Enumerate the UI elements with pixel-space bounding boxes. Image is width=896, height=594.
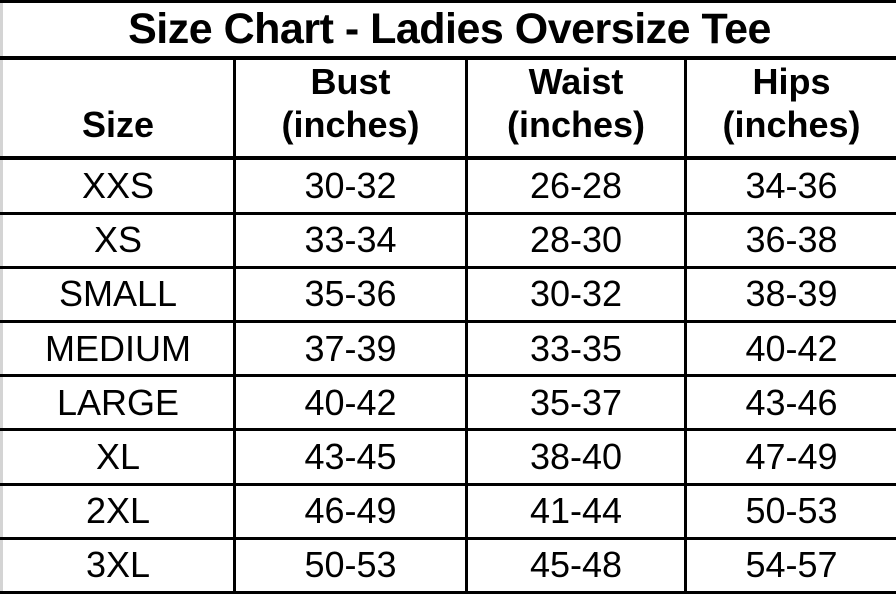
waist-cell: 28-30 [465, 211, 687, 269]
waist-cell: 41-44 [465, 482, 687, 540]
hips-cell: 50-53 [683, 482, 896, 540]
size-cell: MEDIUM [0, 319, 236, 378]
size-cell: 3XL [0, 536, 236, 594]
column-header-unit: (inches) [506, 104, 646, 146]
size-row-xs: XS 33-34 28-30 36-38 [0, 211, 896, 269]
hips-cell: 40-42 [683, 319, 896, 378]
hips-cell: 54-57 [683, 536, 896, 594]
chart-title: Size Chart - Ladies Oversize Tee [0, 0, 896, 60]
hips-cell: 36-38 [683, 211, 896, 269]
hips-cell: 47-49 [683, 428, 896, 486]
column-header-hips: Hips (inches) [683, 56, 896, 161]
size-cell: XS [0, 211, 236, 269]
size-row-2xl: 2XL 46-49 41-44 50-53 [0, 482, 896, 540]
column-header-bust: Bust (inches) [233, 56, 468, 161]
bust-cell: 35-36 [233, 265, 468, 323]
size-cell: XL [0, 428, 236, 486]
waist-cell: 26-28 [465, 156, 687, 215]
bust-cell: 30-32 [233, 156, 468, 215]
column-header-unit: (inches) [722, 104, 861, 146]
size-row-small: SMALL 35-36 30-32 38-39 [0, 265, 896, 323]
hips-cell: 34-36 [683, 156, 896, 215]
waist-cell: 33-35 [465, 319, 687, 378]
size-cell: SMALL [0, 265, 236, 323]
waist-cell: 30-32 [465, 265, 687, 323]
title-row: Size Chart - Ladies Oversize Tee [0, 0, 896, 60]
column-header-label: Bust [310, 60, 391, 102]
size-cell: 2XL [0, 482, 236, 540]
hips-cell: 38-39 [683, 265, 896, 323]
column-header-label: Size [81, 104, 155, 146]
size-row-3xl: 3XL 50-53 45-48 54-57 [0, 536, 896, 594]
waist-cell: 35-37 [465, 374, 687, 432]
column-header-unit: (inches) [281, 104, 420, 146]
size-cell: XXS [0, 156, 236, 215]
bust-cell: 40-42 [233, 374, 468, 432]
waist-cell: 38-40 [465, 428, 687, 486]
waist-cell: 45-48 [465, 536, 687, 594]
size-row-xl: XL 43-45 38-40 47-49 [0, 428, 896, 486]
size-cell: LARGE [0, 374, 236, 432]
column-header-label: Hips [752, 60, 831, 102]
bust-cell: 43-45 [233, 428, 468, 486]
column-header-size: Size [0, 56, 236, 161]
hips-cell: 43-46 [683, 374, 896, 432]
bust-cell: 33-34 [233, 211, 468, 269]
column-header-label: Waist [528, 60, 624, 102]
size-row-medium: MEDIUM 37-39 33-35 40-42 [0, 319, 896, 378]
bust-cell: 46-49 [233, 482, 468, 540]
bust-cell: 37-39 [233, 319, 468, 378]
bust-cell: 50-53 [233, 536, 468, 594]
size-row-xxs: XXS 30-32 26-28 34-36 [0, 156, 896, 215]
header-row: Size Bust (inches) Waist (inches) Hips (… [0, 56, 896, 161]
column-header-waist: Waist (inches) [465, 56, 687, 161]
size-row-large: LARGE 40-42 35-37 43-46 [0, 374, 896, 432]
